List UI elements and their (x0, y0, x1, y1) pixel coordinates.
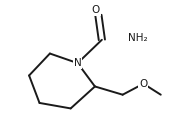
Text: O: O (92, 5, 100, 15)
Text: NH₂: NH₂ (128, 33, 147, 43)
Text: N: N (74, 58, 81, 68)
Text: O: O (139, 79, 147, 89)
